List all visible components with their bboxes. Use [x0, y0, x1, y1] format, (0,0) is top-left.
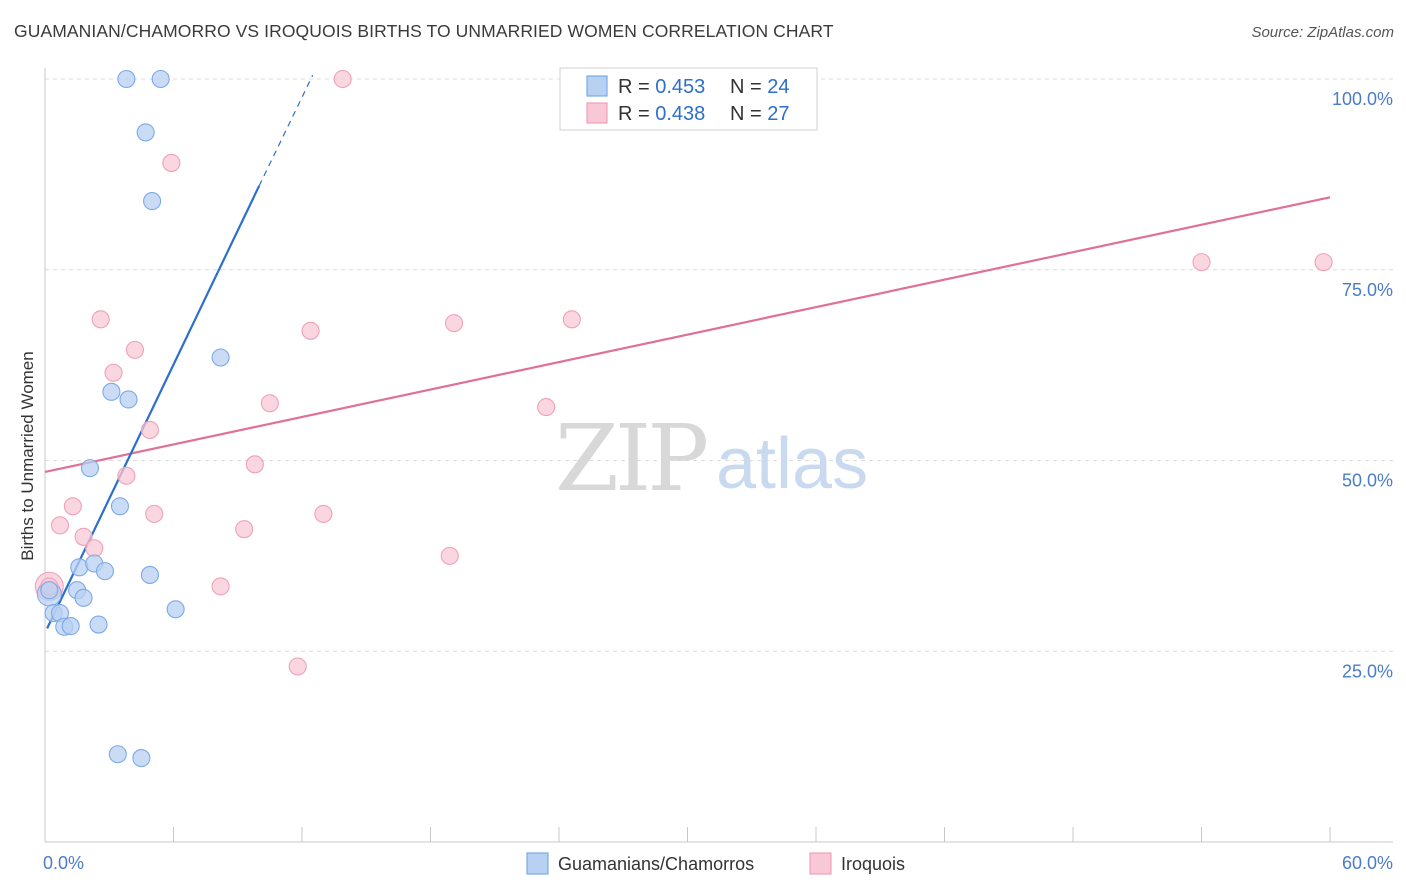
data-point-guamanian: [110, 497, 130, 516]
stats-swatch-guamanian: [586, 75, 608, 97]
y-tick-label: 75.0%: [1342, 280, 1393, 300]
stats-legend: R = 0.453 N = 24 R = 0.438 N = 27: [559, 67, 818, 131]
data-point-iroquois: [63, 497, 82, 516]
data-point-iroquois: [85, 539, 104, 558]
data-point-guamanian: [211, 348, 230, 367]
data-point-iroquois: [314, 504, 333, 523]
data-point-guamanian: [40, 581, 59, 600]
data-point-iroquois: [245, 455, 264, 474]
data-point-iroquois: [74, 527, 93, 546]
y-axis-label: Births to Unmarried Women: [18, 351, 37, 560]
data-point-guamanian: [95, 562, 115, 581]
x-tick-label-min: 0.0%: [43, 853, 84, 873]
data-point-iroquois: [440, 546, 459, 565]
stats-r-value-guamanian: 0.453: [655, 76, 705, 98]
watermark: ZIP atlas: [555, 405, 868, 512]
data-point-guamanian: [117, 69, 136, 89]
data-point-guamanian: [119, 390, 138, 409]
data-point-iroquois: [445, 314, 464, 333]
data-point-iroquois: [145, 504, 164, 523]
data-point-iroquois: [333, 69, 352, 89]
data-point-guamanian: [136, 123, 155, 142]
svg-text:N = 27: N = 27: [730, 103, 790, 125]
stats-r-value-iroquois: 0.438: [655, 103, 705, 125]
data-point-guamanian: [143, 192, 162, 211]
trend-line-guamanian: [46, 185, 261, 629]
svg-text:R = 0.453: R = 0.453: [618, 76, 705, 98]
data-point-guamanian: [70, 558, 89, 577]
stats-r-label-guamanian: R =: [618, 76, 655, 98]
legend-swatch-guamanian: [526, 852, 549, 875]
data-point-guamanian: [132, 749, 151, 768]
x-tick-label-max: 60.0%: [1342, 853, 1393, 873]
stats-n-label-iroquois: N =: [730, 103, 767, 125]
data-point-guamanian: [140, 565, 159, 585]
data-point-guamanian: [80, 459, 100, 478]
data-point-guamanian: [74, 588, 93, 607]
stats-n-value-iroquois: 27: [767, 103, 789, 125]
svg-text:R = 0.438: R = 0.438: [618, 103, 705, 125]
data-point-iroquois: [162, 153, 181, 172]
data-point-iroquois: [140, 420, 159, 440]
data-point-iroquois: [235, 520, 254, 539]
data-point-iroquois: [104, 363, 123, 382]
gridlines: 25.0% 50.0% 75.0% 100.0%: [45, 78, 1393, 681]
data-point-iroquois: [537, 398, 556, 417]
y-tick-label: 100.0%: [1332, 89, 1393, 109]
data-point-guamanian: [61, 617, 80, 636]
stats-n-label-guamanian: N =: [730, 76, 767, 98]
data-point-guamanian: [151, 69, 170, 89]
data-point-iroquois: [1314, 253, 1333, 272]
axes: [44, 68, 1393, 843]
y-tick-label: 25.0%: [1342, 661, 1393, 681]
trend-line-guamanian-extension: [258, 74, 314, 187]
trend-lines: [44, 74, 1331, 629]
data-point-iroquois: [562, 310, 581, 329]
watermark-zip: ZIP: [555, 405, 706, 512]
data-point-iroquois: [301, 321, 320, 340]
data-point-guamanian: [108, 745, 127, 764]
stats-swatch-iroquois: [586, 102, 608, 124]
data-point-iroquois: [50, 516, 70, 535]
watermark-atlas: atlas: [716, 424, 868, 504]
legend-swatch-iroquois: [809, 852, 832, 875]
stats-n-value-guamanian: 24: [767, 76, 789, 98]
data-point-iroquois: [260, 394, 279, 413]
data-points: [34, 69, 1333, 768]
data-point-iroquois: [288, 657, 307, 676]
data-point-iroquois: [117, 466, 136, 485]
trend-line-iroquois: [44, 196, 1331, 474]
data-point-iroquois: [1192, 253, 1211, 272]
stats-r-label-iroquois: R =: [618, 103, 655, 125]
series-legend: Guamanians/Chamorros Iroquois: [526, 852, 905, 875]
data-point-iroquois: [125, 340, 144, 359]
legend-label-iroquois: Iroquois: [841, 854, 905, 874]
legend-label-guamanian: Guamanians/Chamorros: [558, 854, 754, 874]
svg-text:N = 24: N = 24: [730, 76, 790, 98]
chart-title: GUAMANIAN/CHAMORRO VS IROQUOIS BIRTHS TO…: [14, 21, 834, 41]
y-tick-label: 50.0%: [1342, 471, 1393, 491]
data-point-iroquois: [91, 310, 110, 329]
data-point-iroquois: [211, 577, 230, 596]
data-point-guamanian: [89, 615, 108, 634]
chart-source: Source: ZipAtlas.com: [1251, 24, 1394, 41]
data-point-guamanian: [166, 600, 185, 619]
data-point-guamanian: [102, 382, 121, 401]
